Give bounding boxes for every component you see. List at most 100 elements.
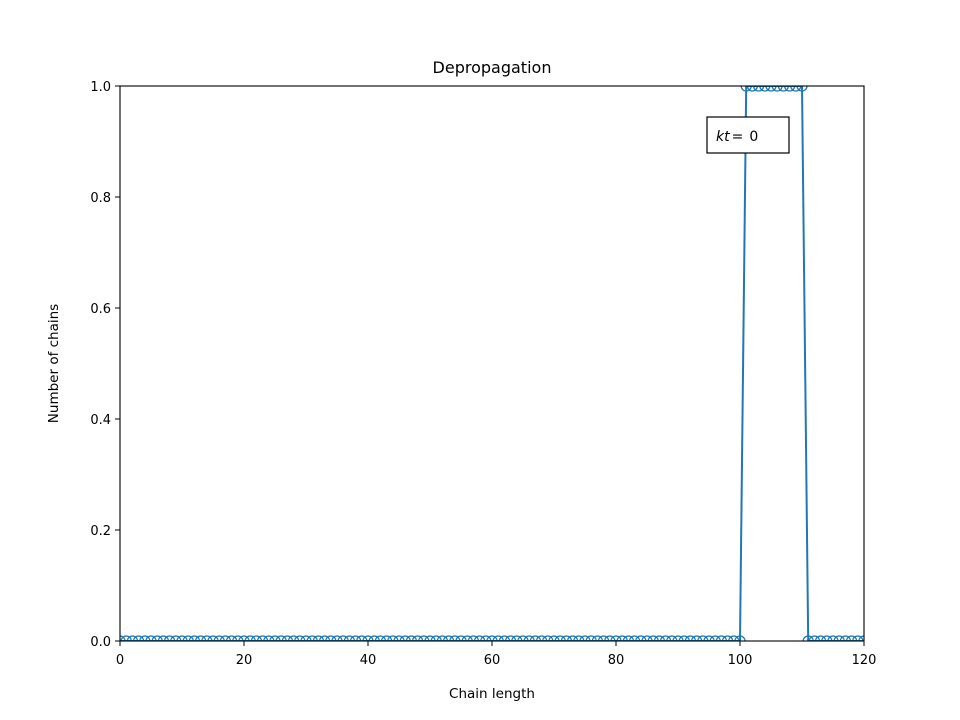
data-point bbox=[504, 635, 517, 641]
data-point bbox=[498, 635, 511, 641]
data-point bbox=[529, 635, 542, 641]
data-point bbox=[374, 635, 387, 641]
data-point bbox=[132, 635, 145, 641]
data-point bbox=[312, 635, 325, 641]
data-point bbox=[356, 635, 368, 641]
data-point bbox=[418, 635, 430, 641]
data-point bbox=[256, 635, 269, 641]
data-point bbox=[281, 635, 294, 641]
data-point bbox=[430, 635, 442, 641]
data-point bbox=[461, 635, 473, 641]
data-point bbox=[120, 635, 132, 641]
x-tick-label: 20 bbox=[236, 653, 253, 668]
annotation-box bbox=[706, 116, 790, 154]
data-point bbox=[486, 635, 498, 641]
data-point bbox=[399, 635, 411, 641]
x-tick-label: 100 bbox=[728, 653, 753, 668]
data-point bbox=[411, 635, 424, 641]
x-tick-label: 60 bbox=[484, 653, 501, 668]
axis-ticks: 0 20 40 60 80 100 120 0.0 0.2 0.4 0.6 0.8 1.0 bbox=[90, 80, 876, 668]
data-point bbox=[579, 635, 591, 641]
data-point bbox=[684, 635, 697, 641]
data-point bbox=[697, 635, 709, 641]
data-point bbox=[690, 635, 703, 641]
y-axis-label: Number of chains bbox=[46, 304, 62, 423]
data-point bbox=[548, 635, 560, 641]
data-point bbox=[151, 635, 163, 641]
y-tick-label: 0.6 bbox=[90, 302, 111, 317]
data-point bbox=[300, 635, 312, 641]
data-point bbox=[139, 635, 151, 641]
y-tick-label: 1.0 bbox=[90, 80, 111, 95]
data-point bbox=[238, 635, 250, 641]
data-point bbox=[449, 635, 461, 641]
data-point bbox=[542, 635, 554, 641]
data-point bbox=[573, 635, 585, 641]
data-point bbox=[610, 635, 622, 641]
data-point bbox=[436, 635, 449, 641]
annotation-equals: = bbox=[732, 129, 744, 145]
data-point bbox=[554, 635, 566, 641]
data-point bbox=[852, 635, 864, 641]
annotation-value: 0 bbox=[749, 129, 758, 145]
data-point bbox=[628, 635, 641, 641]
data-point bbox=[746, 86, 759, 92]
data-point bbox=[808, 635, 821, 641]
data-point bbox=[182, 635, 194, 641]
data-point bbox=[678, 635, 690, 641]
data-point bbox=[194, 635, 207, 641]
data-point bbox=[343, 635, 356, 641]
y-tick-label: 0.4 bbox=[90, 413, 111, 428]
data-point bbox=[473, 635, 486, 641]
data-point bbox=[740, 86, 752, 92]
data-point bbox=[765, 86, 777, 92]
data-point bbox=[275, 635, 287, 641]
data-point bbox=[250, 635, 263, 641]
data-point bbox=[777, 86, 790, 92]
data-point bbox=[535, 635, 548, 641]
plot-area bbox=[120, 86, 864, 641]
data-point bbox=[616, 635, 628, 641]
data-point bbox=[405, 635, 418, 641]
data-point bbox=[517, 635, 529, 641]
data-point bbox=[188, 635, 201, 641]
data-point bbox=[659, 635, 672, 641]
x-axis-label: Chain length bbox=[449, 686, 535, 702]
data-point bbox=[827, 635, 839, 641]
data-point bbox=[814, 635, 827, 641]
data-point bbox=[331, 635, 343, 641]
data-point bbox=[163, 635, 176, 641]
data-point bbox=[845, 635, 858, 641]
data-point bbox=[219, 635, 232, 641]
data-point bbox=[647, 635, 659, 641]
data-point bbox=[666, 635, 678, 641]
y-tick-label: 0.0 bbox=[90, 635, 111, 650]
x-tick-label: 0 bbox=[116, 653, 124, 668]
data-point bbox=[511, 635, 523, 641]
data-point bbox=[622, 635, 635, 641]
data-point bbox=[759, 86, 771, 92]
data-point bbox=[176, 635, 188, 641]
y-tick-label: 0.8 bbox=[90, 191, 111, 206]
data-point bbox=[821, 635, 833, 641]
y-tick-label: 0.2 bbox=[90, 524, 111, 539]
data-point bbox=[393, 635, 405, 641]
annotation-text: kt = 0 bbox=[716, 129, 758, 145]
data-point bbox=[244, 635, 256, 641]
data-point bbox=[170, 635, 182, 641]
data-point bbox=[523, 635, 535, 641]
data-point bbox=[157, 635, 170, 641]
data-point bbox=[560, 635, 573, 641]
data-point bbox=[709, 635, 721, 641]
data-point bbox=[672, 635, 684, 641]
data-point bbox=[480, 635, 492, 641]
x-tick-label: 80 bbox=[608, 653, 625, 668]
data-point bbox=[269, 635, 281, 641]
data-point bbox=[207, 635, 219, 641]
data-point bbox=[287, 635, 300, 641]
data-point bbox=[734, 635, 746, 641]
data-point bbox=[294, 635, 306, 641]
chart-title: Depropagation bbox=[433, 58, 552, 77]
data-point bbox=[604, 635, 616, 641]
data-point bbox=[201, 635, 213, 641]
